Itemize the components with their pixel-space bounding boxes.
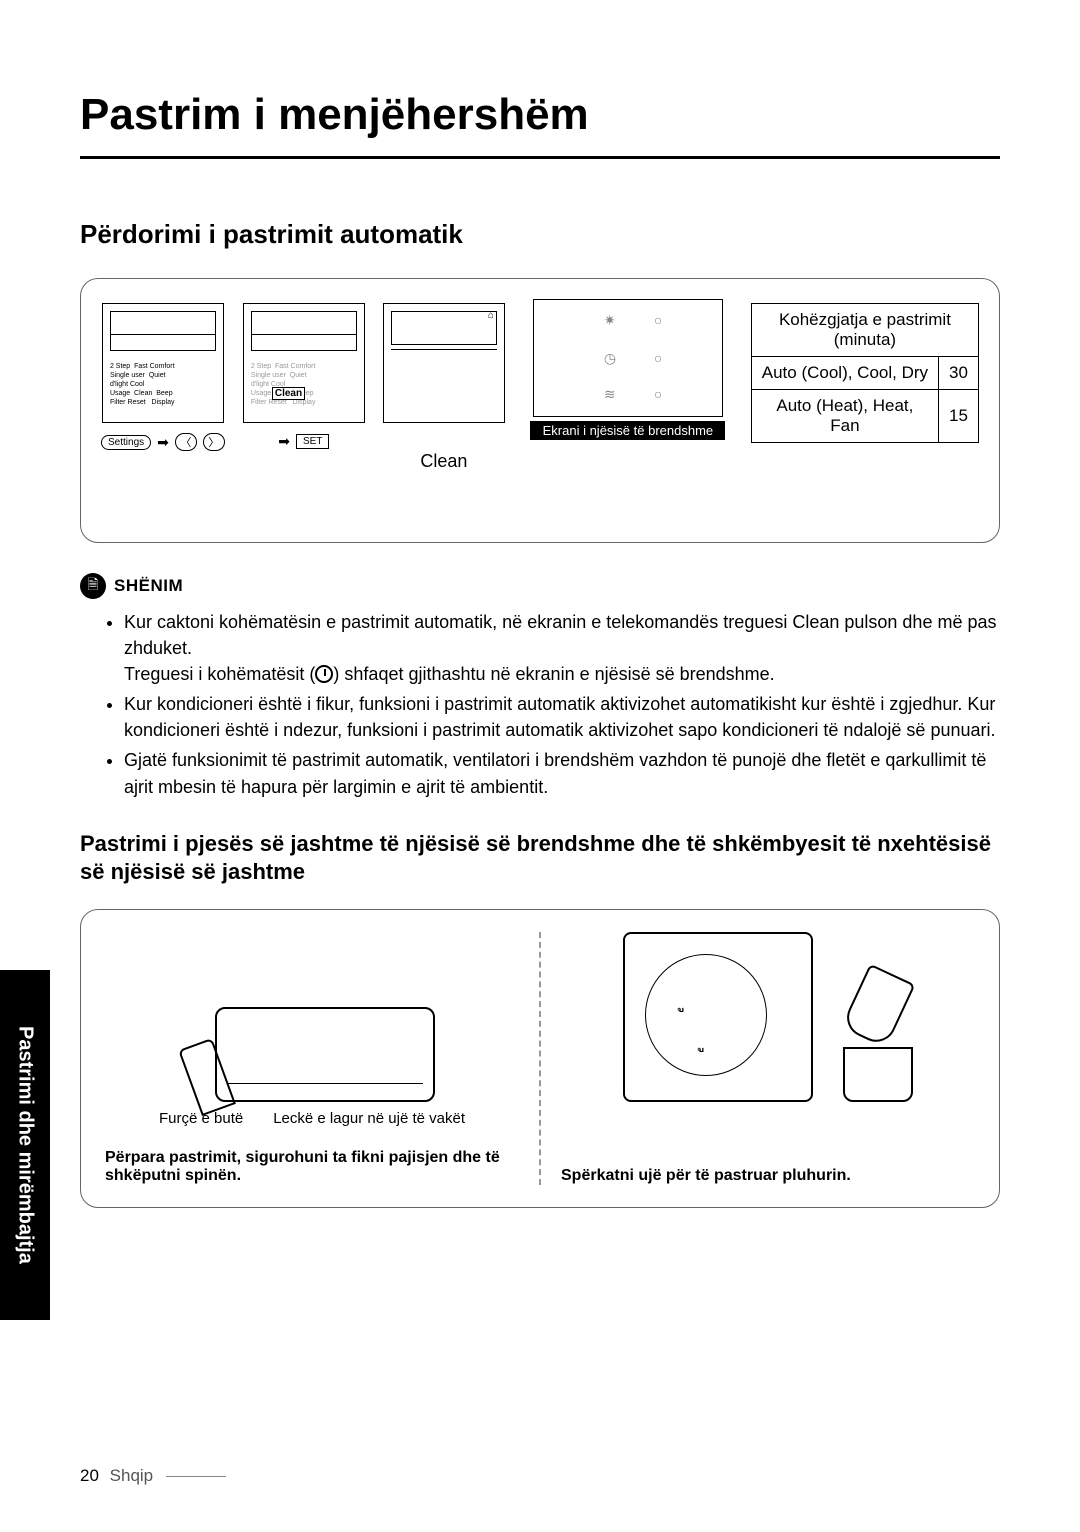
side-tab: Pastrimi dhe mirëmbajtja	[0, 970, 50, 1320]
duration-table-wrap: Kohëzgjatja e pastrimit (minuta) Auto (C…	[751, 303, 979, 443]
clean-big-label: Clean	[420, 451, 467, 472]
table-row: Auto (Heat), Heat, Fan 15	[751, 390, 978, 443]
auto-clean-diagram: 2 Step Fast Comfort Single user Quiet d'…	[80, 278, 1000, 543]
unit-caption: Ekrani i njësisë të brendshme	[530, 421, 725, 440]
note-header: 🗎 SHËNIM	[80, 573, 1000, 599]
left-button: 〈	[175, 433, 197, 451]
remote-menu-text-dim: 2 Step Fast Comfort Single user Quiet d'…	[251, 362, 316, 407]
arrow-icon: ➡	[278, 433, 290, 450]
outdoor-caption: Spërkatni ujë për të pastruar pluhurin.	[561, 1167, 975, 1185]
table-row: Auto (Cool), Cool, Dry 30	[751, 357, 978, 390]
settings-button: Settings	[101, 435, 151, 450]
remote-state-1: 2 Step Fast Comfort Single user Quiet d'…	[101, 303, 225, 451]
notes-list: Kur caktoni kohëmatësin e pastrimit auto…	[80, 609, 1000, 800]
note-title: SHËNIM	[114, 576, 183, 596]
indoor-unit-display: ✷ ○ ◷ ○ ≋ ○ Ekrani i njësisë të brendshm…	[523, 299, 733, 440]
language-label: Shqip	[110, 1466, 153, 1485]
section-2-title: Pastrimi i pjesës së jashtme të njësisë …	[80, 830, 1000, 887]
duration-table: Kohëzgjatja e pastrimit (minuta) Auto (C…	[751, 303, 979, 443]
mode-icon: ✷	[604, 312, 616, 329]
main-title: Pastrim i menjëhershëm	[80, 90, 1000, 159]
set-button: SET	[296, 434, 329, 449]
ac-unit-illustration	[215, 1007, 435, 1102]
indoor-clean-panel: Furçë e butë Leckë e lagur në ujë të vak…	[105, 932, 519, 1185]
outdoor-unit-illustration: ู ู	[623, 932, 813, 1102]
remote-state-2: 2 Step Fast Comfort Single user Quiet d'…	[243, 303, 365, 450]
note-item: Kur kondicioneri është i fikur, funksion…	[124, 691, 1000, 743]
page-number: 20	[80, 1466, 99, 1485]
warning-text: Përpara pastrimit, sigurohuni ta fikni p…	[105, 1149, 519, 1185]
page-footer: 20 Shqip	[80, 1466, 226, 1486]
cloth-label: Leckë e lagur në ujë të vakët	[273, 1110, 465, 1127]
timer-inline-icon	[315, 665, 333, 683]
wave-icon: ≋	[604, 386, 616, 403]
arrow-icon: ➡	[157, 434, 169, 451]
right-button: 〉	[203, 433, 225, 451]
cup-illustration	[841, 964, 916, 1049]
note-item: Kur caktoni kohëmatësin e pastrimit auto…	[124, 609, 1000, 687]
cleaning-diagram: Furçë e butë Leckë e lagur në ujë të vak…	[80, 909, 1000, 1208]
page-content: Pastrim i menjëhershëm Përdorimi i pastr…	[0, 0, 1080, 1248]
remote-menu-text: 2 Step Fast Comfort Single user Quiet d'…	[110, 362, 175, 407]
table-header: Kohëzgjatja e pastrimit (minuta)	[751, 304, 978, 357]
outdoor-clean-panel: ู ู Spërkatni ujë për të pastruar pluhur…	[561, 932, 975, 1185]
remote-state-3: ⌂ Clean	[383, 303, 505, 522]
note-item: Gjatë funksionimit të pastrimit automati…	[124, 747, 1000, 799]
section-1-title: Përdorimi i pastrimit automatik	[80, 219, 1000, 250]
note-icon: 🗎	[80, 573, 106, 599]
timer-icon: ◷	[604, 350, 616, 367]
bucket-illustration	[843, 1047, 913, 1102]
clean-highlight: Clean	[272, 387, 305, 400]
wifi-icon: ⌂	[488, 310, 494, 321]
divider	[539, 932, 541, 1185]
